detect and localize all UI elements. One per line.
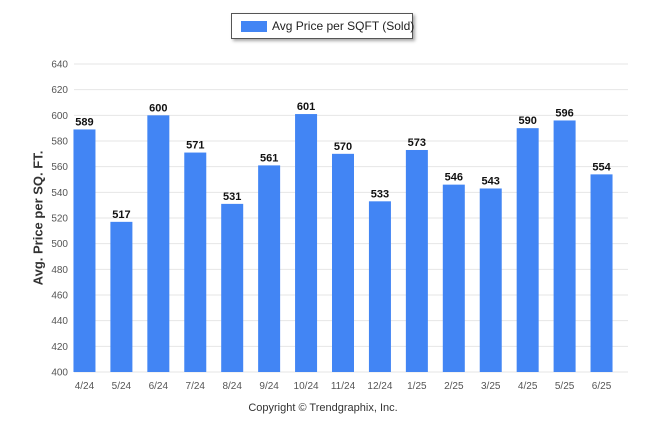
y-tick-label: 520 [51,214,68,225]
data-label: 533 [371,188,389,200]
bar [479,188,502,372]
copyright-footer: Copyright © Trendgraphix, Inc. [248,402,398,414]
y-tick-label: 420 [51,342,68,353]
x-tick-label: 2/25 [444,381,464,392]
legend-swatch [241,21,267,32]
bar [590,174,613,372]
y-tick-label: 600 [51,111,68,122]
data-label: 600 [149,102,167,114]
x-tick-label: 5/24 [112,381,132,392]
y-tick-label: 400 [51,368,68,379]
y-tick-label: 460 [51,291,68,302]
data-label: 601 [297,101,315,113]
data-label: 596 [555,107,573,119]
bar [368,201,391,372]
data-label: 571 [186,140,204,152]
y-tick-label: 500 [51,239,68,250]
data-label: 531 [223,191,241,203]
bar [516,128,539,372]
x-tick-label: 5/25 [555,381,575,392]
y-tick-label: 640 [51,60,68,71]
legend-label: Avg Price per SQFT (Sold) [272,19,415,33]
data-label: 561 [260,152,278,164]
bar [221,203,244,372]
y-tick-label: 540 [51,188,68,199]
x-tick-label: 7/24 [186,381,206,392]
data-label: 517 [112,209,130,221]
y-tick-label: 580 [51,137,68,148]
data-label: 543 [482,175,500,187]
x-tick-label: 3/25 [481,381,501,392]
data-label: 554 [592,161,611,173]
bar [405,149,428,372]
x-tick-label: 10/24 [294,381,319,392]
y-tick-label: 440 [51,316,68,327]
bar [442,184,465,372]
x-tick-label: 6/25 [592,381,612,392]
y-tick-label: 480 [51,265,68,276]
bar [258,165,281,372]
x-tick-label: 6/24 [149,381,169,392]
x-tick-label: 9/24 [259,381,279,392]
data-label: 546 [445,172,463,184]
y-tick-label: 620 [51,85,68,96]
bar [73,129,96,372]
x-tick-label: 4/25 [518,381,538,392]
x-tick-label: 11/24 [331,381,356,392]
bar [553,120,576,372]
x-tick-label: 4/24 [75,381,95,392]
x-tick-label: 12/24 [367,381,392,392]
data-label: 570 [334,141,352,153]
data-label: 589 [75,116,93,128]
y-tick-label: 560 [51,162,68,173]
x-tick-label: 1/25 [407,381,427,392]
x-tick-label: 8/24 [222,381,242,392]
legend: Avg Price per SQFT (Sold) [231,13,415,39]
data-label: 573 [408,137,426,149]
bar [295,114,318,373]
bar [184,152,207,372]
bar [332,153,354,372]
data-label: 590 [518,115,536,127]
bar [110,221,133,372]
bar [147,115,170,372]
